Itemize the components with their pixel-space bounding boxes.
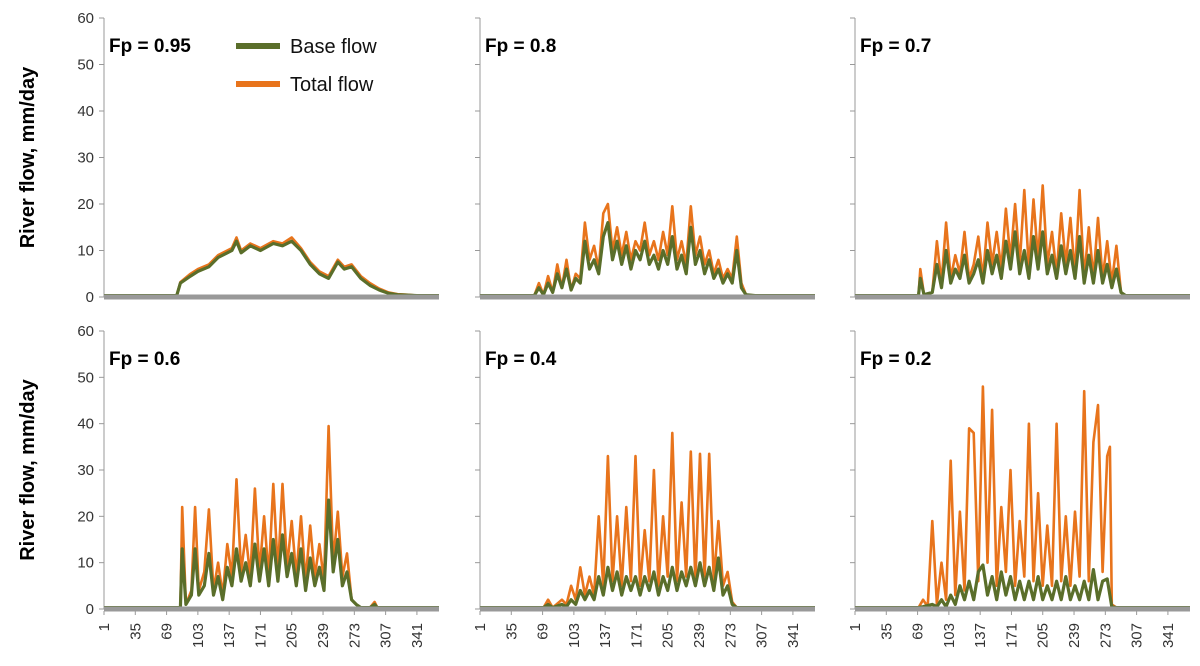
x-tick-label: 1 xyxy=(96,623,113,631)
x-tick-label: 171 xyxy=(252,623,269,648)
series-line-total-flow xyxy=(480,431,815,609)
y-tick-label: 20 xyxy=(77,196,94,213)
x-tick-label: 239 xyxy=(315,623,332,648)
panel-title: Fp = 0.2 xyxy=(860,349,931,370)
x-tick-label: 103 xyxy=(566,623,583,648)
y-tick-label: 10 xyxy=(77,555,94,572)
y-tick-label: 30 xyxy=(77,462,94,479)
x-tick-label: 137 xyxy=(597,623,614,648)
series-line-total-flow xyxy=(855,184,1190,297)
x-tick-label: 239 xyxy=(1066,623,1083,648)
y-tick-label: 0 xyxy=(86,289,94,306)
x-tick-label: 205 xyxy=(284,623,301,648)
series-line-base-flow xyxy=(104,498,439,610)
y-tick-label: 20 xyxy=(77,508,94,525)
legend-label-total-flow: Total flow xyxy=(290,74,374,96)
y-tick-label: 60 xyxy=(77,10,94,27)
series-line-total-flow xyxy=(104,424,439,609)
chart-panel-2: Fp = 0.8 xyxy=(475,17,815,300)
x-tick-label: 307 xyxy=(1129,623,1146,648)
y-tick-label: 10 xyxy=(77,243,94,260)
x-tick-label: 137 xyxy=(221,623,238,648)
chart-panel-4: 0 10 20 30 40 50 60 1 35 69 103 137 171 205 239 273 307 3… xyxy=(17,323,439,648)
x-tick-label: 341 xyxy=(785,623,802,648)
y-tick-label: 60 xyxy=(77,323,94,340)
x-tick-label: 35 xyxy=(127,623,144,640)
chart-panel-6: 1 35 69 103 137 171 205 239 273 307 341 Fp = 0.2 xyxy=(847,330,1190,648)
y-tick-label: 50 xyxy=(77,57,94,74)
x-tick-label: 69 xyxy=(910,623,927,640)
x-tick-label: 69 xyxy=(535,623,552,640)
chart-panel-1: 0 10 20 30 40 50 60 Fp = 0.95 River flow, mm/day xyxy=(17,10,439,306)
series-line-base-flow xyxy=(855,563,1190,610)
x-tick-label: 35 xyxy=(878,623,895,640)
x-tick-label: 307 xyxy=(378,623,395,648)
x-tick-label: 273 xyxy=(1097,623,1114,648)
series-line-total-flow xyxy=(855,385,1190,609)
legend: Base flow Total flow xyxy=(236,36,377,96)
chart-panel-5: 1 35 69 103 137 171 205 239 273 307 341 Fp = 0.4 xyxy=(472,330,815,648)
series-line-base-flow xyxy=(480,556,815,610)
y-tick-label: 40 xyxy=(77,103,94,120)
x-tick-label: 69 xyxy=(159,623,176,640)
x-tick-label: 205 xyxy=(1035,623,1052,648)
chart-panel-3: Fp = 0.7 xyxy=(850,17,1190,300)
x-tick-label: 171 xyxy=(1003,623,1020,648)
x-tick-label: 137 xyxy=(972,623,989,648)
x-tick-label: 341 xyxy=(409,623,426,648)
x-tick-label: 341 xyxy=(1160,623,1177,648)
panel-title: Fp = 0.8 xyxy=(485,36,556,57)
x-tick-label: 1 xyxy=(472,623,489,631)
x-tick-label: 103 xyxy=(941,623,958,648)
series-line-base-flow xyxy=(104,239,439,298)
x-tick-label: 239 xyxy=(691,623,708,648)
x-tick-label: 103 xyxy=(190,623,207,648)
x-tick-label: 273 xyxy=(346,623,363,648)
legend-label-base-flow: Base flow xyxy=(290,36,377,58)
y-axis-title: River flow, mm/day xyxy=(17,378,39,560)
panel-title: Fp = 0.4 xyxy=(485,349,557,370)
series-line-base-flow xyxy=(855,230,1190,298)
series-line-base-flow xyxy=(480,221,815,298)
y-tick-label: 40 xyxy=(77,416,94,433)
y-tick-label: 0 xyxy=(86,601,94,618)
x-tick-label: 1 xyxy=(847,623,864,631)
x-tick-label: 273 xyxy=(722,623,739,648)
x-tick-label: 171 xyxy=(628,623,645,648)
series-line-total-flow xyxy=(480,202,815,297)
x-tick-label: 205 xyxy=(660,623,677,648)
y-tick-label: 30 xyxy=(77,150,94,167)
panel-title: Fp = 0.6 xyxy=(109,349,180,370)
y-axis-title: River flow, mm/day xyxy=(17,66,39,248)
panel-title: Fp = 0.95 xyxy=(109,36,191,57)
panel-title: Fp = 0.7 xyxy=(860,36,931,57)
x-tick-label: 35 xyxy=(503,623,520,640)
x-tick-label: 307 xyxy=(754,623,771,648)
y-tick-label: 50 xyxy=(77,369,94,386)
